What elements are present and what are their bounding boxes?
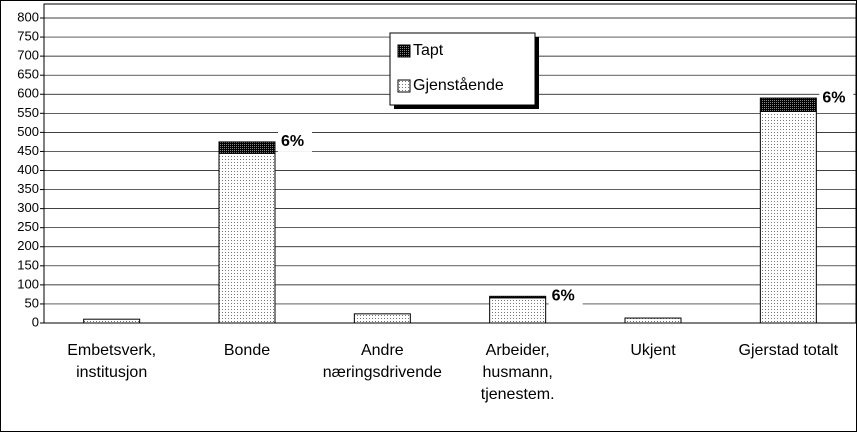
annotation: 6% bbox=[281, 133, 304, 150]
legend-swatch bbox=[397, 79, 411, 93]
bar-segment bbox=[489, 295, 547, 299]
bar-segment bbox=[218, 141, 276, 154]
x-tick-label: Embetsverk, institusjon bbox=[67, 342, 157, 381]
bar-segment bbox=[83, 318, 141, 324]
y-tick-label: 550 bbox=[17, 105, 39, 120]
legend-label: Tapt bbox=[413, 42, 444, 59]
annotation: 6% bbox=[822, 89, 845, 106]
y-tick-label: 0 bbox=[32, 314, 39, 329]
y-tick-label: 100 bbox=[17, 276, 39, 291]
annotation-bg bbox=[819, 88, 854, 109]
x-tick-label: Gjerstad totalt bbox=[738, 342, 839, 359]
y-tick-label: 800 bbox=[17, 9, 39, 24]
y-tick-label: 600 bbox=[17, 86, 39, 101]
annotation-bg bbox=[548, 286, 583, 307]
y-tick-label: 250 bbox=[17, 219, 39, 234]
x-tick-label: Arbeider, husmann, tjenestem. bbox=[480, 342, 555, 403]
bar-segment bbox=[759, 97, 817, 112]
y-tick-label: 200 bbox=[17, 238, 39, 253]
bar-segment bbox=[489, 297, 547, 324]
legend-label: Gjenstående bbox=[413, 76, 504, 94]
bar-segment bbox=[759, 110, 817, 324]
y-tick-label: 150 bbox=[17, 257, 39, 272]
y-tick-label: 500 bbox=[17, 124, 39, 139]
y-tick-label: 450 bbox=[17, 143, 39, 158]
y-tick-label: 50 bbox=[25, 295, 39, 310]
legend bbox=[389, 32, 536, 106]
annotation-bg bbox=[278, 131, 312, 152]
x-tick-label: Ukjent bbox=[630, 342, 676, 359]
x-tick-label: Bonde bbox=[223, 342, 271, 359]
x-tick-label: Andre næringsdrivende bbox=[322, 342, 442, 381]
legend-swatch bbox=[397, 44, 411, 58]
bar-segment bbox=[218, 152, 276, 324]
y-tick-label: 700 bbox=[17, 48, 39, 63]
y-tick-label: 650 bbox=[17, 67, 39, 82]
y-tick-label: 300 bbox=[17, 200, 39, 215]
annotation: 6% bbox=[552, 288, 575, 305]
y-tick-label: 400 bbox=[17, 162, 39, 177]
y-tick-label: 350 bbox=[17, 181, 39, 196]
bar-segment bbox=[353, 313, 411, 324]
y-tick-label: 750 bbox=[17, 29, 39, 44]
bar-segment bbox=[624, 317, 682, 324]
